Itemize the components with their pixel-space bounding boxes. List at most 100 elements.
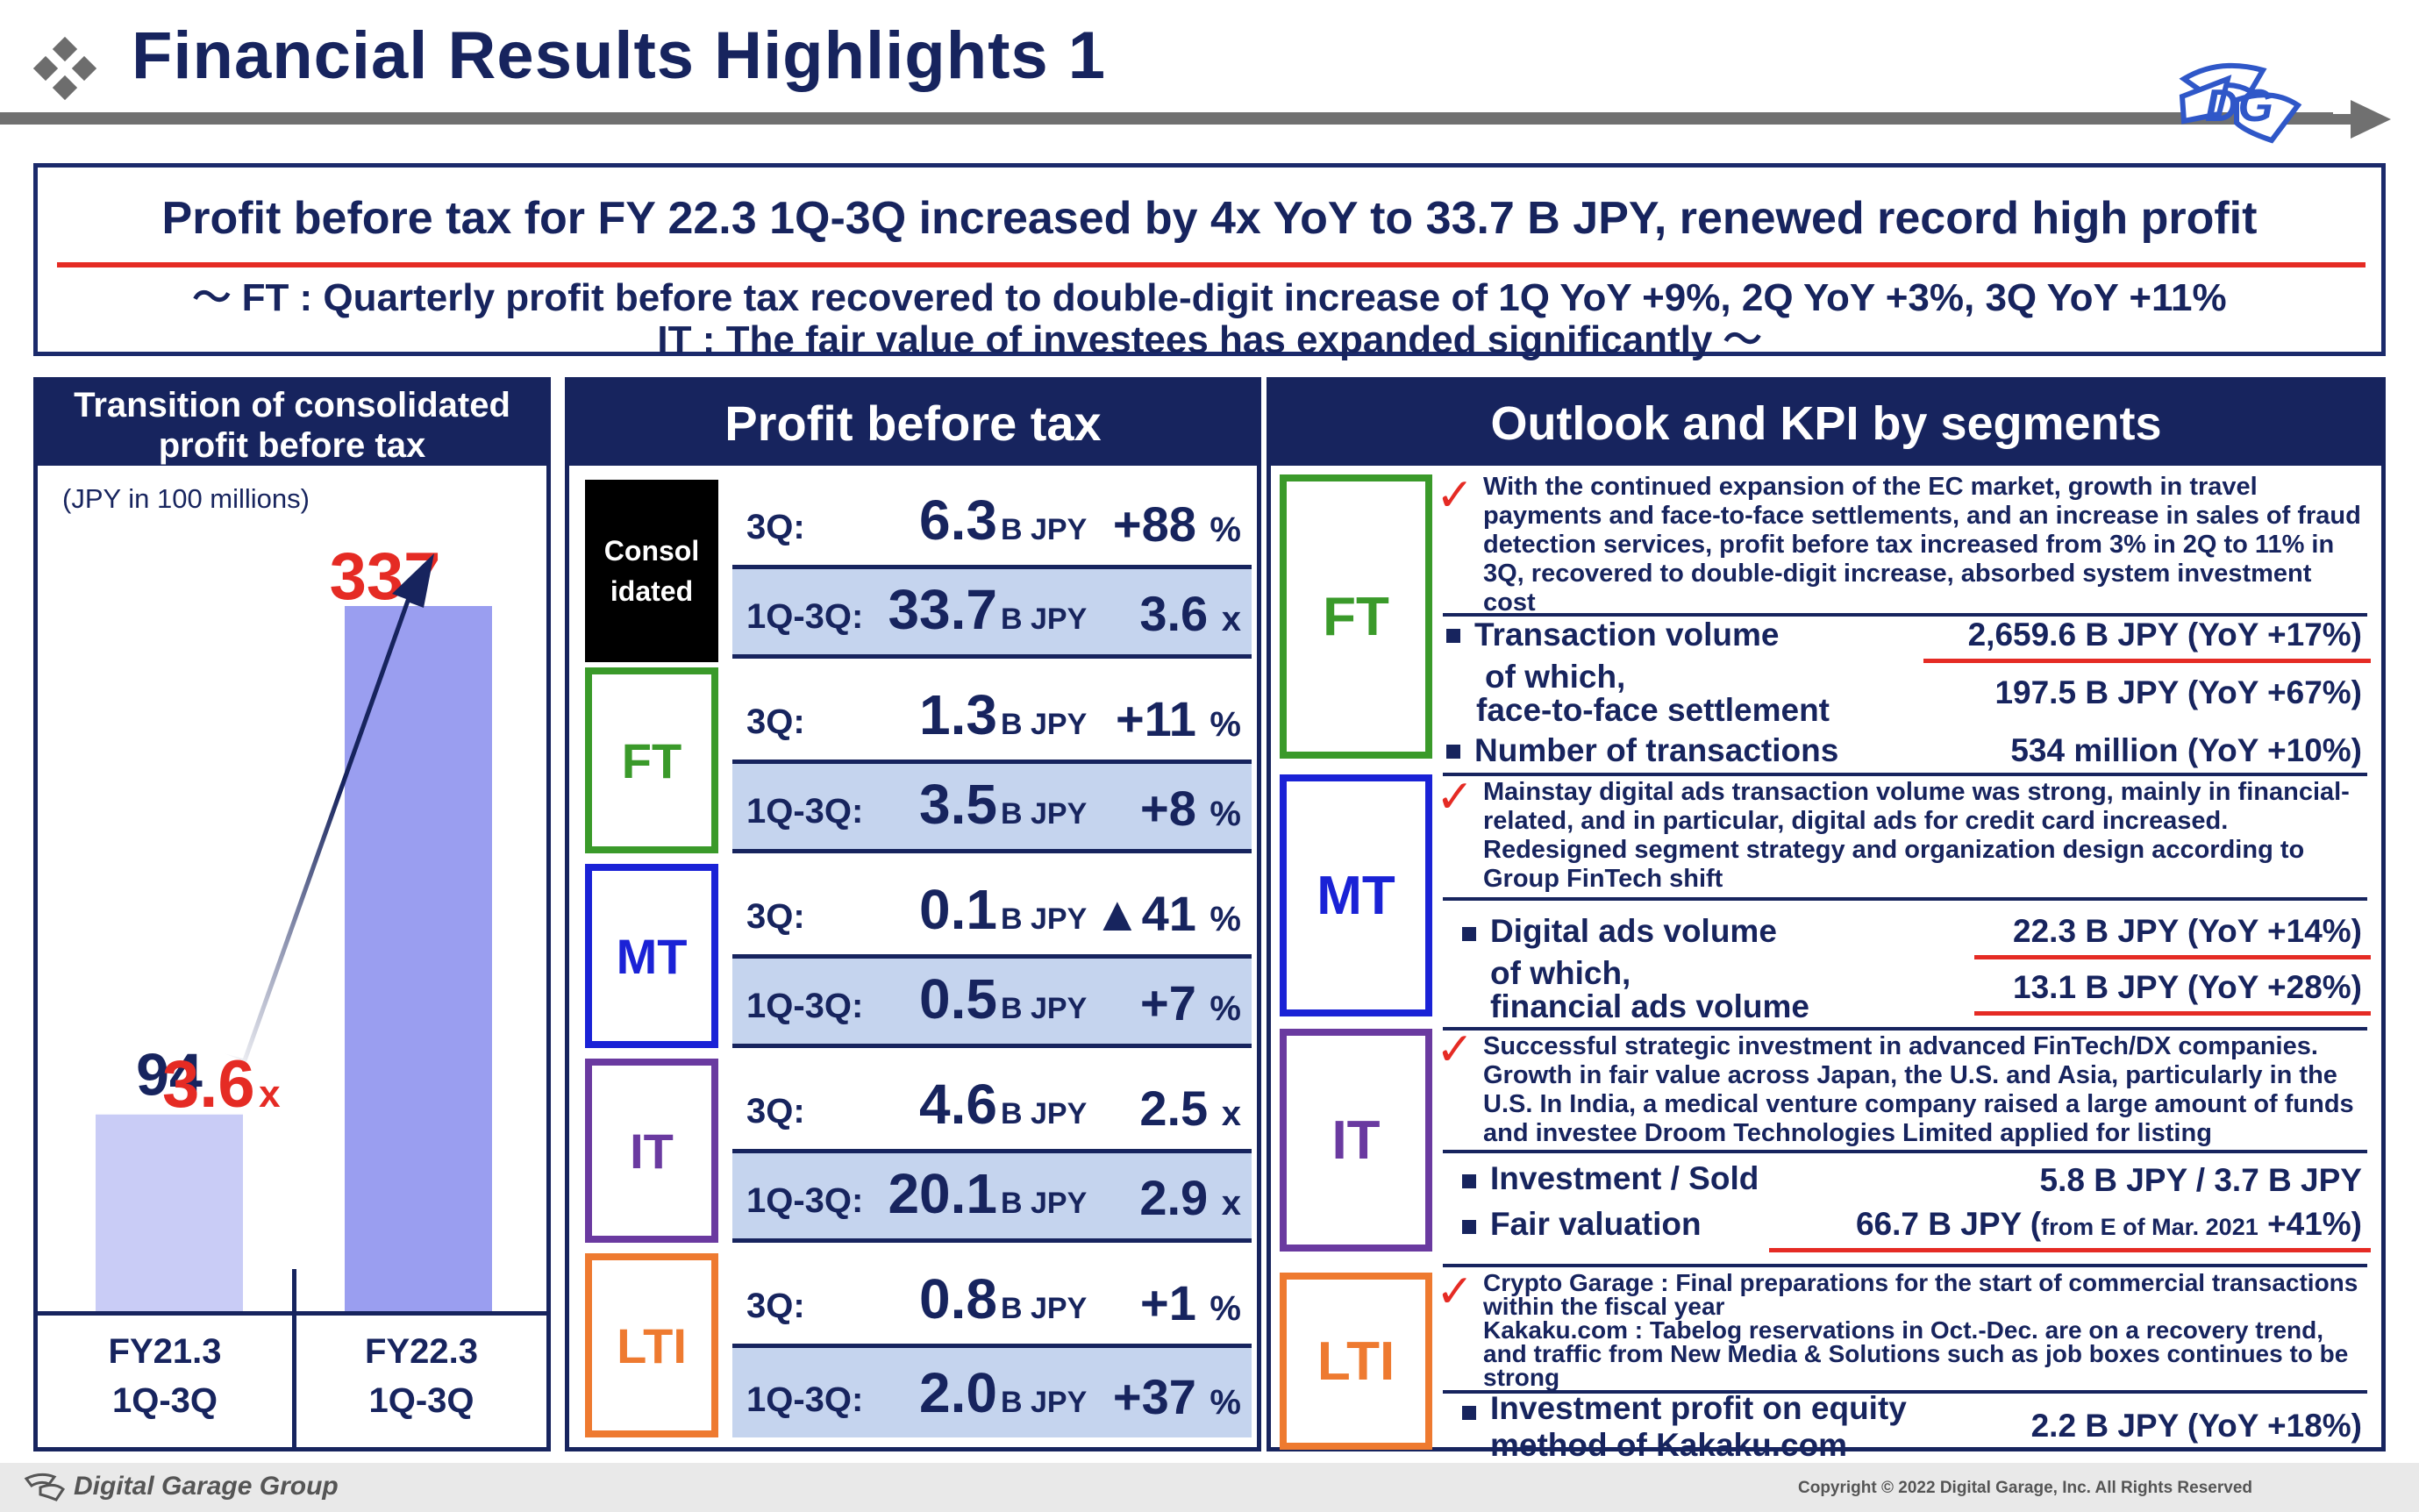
row-label: 3Q: [746, 703, 805, 741]
category-divider [292, 1269, 296, 1451]
row-value: 2.0 [919, 1361, 997, 1424]
row-value: 0.8 [919, 1267, 997, 1330]
row-unit: B JPY [1001, 992, 1088, 1025]
bullet-icon [1462, 1406, 1476, 1420]
ft-desc-divider [1443, 613, 2367, 617]
checkmark-icon: ✓ [1436, 772, 1474, 823]
lti-kpi1-label: Investment profit on equity method of Ka… [1490, 1390, 1907, 1464]
bar-1 [345, 606, 492, 1311]
it-kpi1-value: 5.8 B JPY / 3.7 B JPY [2039, 1162, 2362, 1198]
mt-kpi2-label-line1: of which, [1490, 955, 1631, 991]
row-value: 3.5 [919, 773, 997, 836]
outlook-panel-heading: Outlook and KPI by segments [1271, 382, 2381, 466]
row-change-value: +1 [1140, 1275, 1196, 1330]
dg-logo: DG [2166, 53, 2307, 151]
it-kpi2-value-main: 66.7 B JPY ( [1855, 1206, 2042, 1242]
page-title: Financial Results Highlights 1 [132, 18, 1107, 93]
row-change-unit: % [1210, 1289, 1241, 1328]
bullet-icon [1446, 629, 1460, 643]
row-change: +11 % [1116, 690, 1241, 747]
it-kpi2-value-tail: +41%) [2258, 1206, 2362, 1242]
summary-headline: Profit before tax for FY 22.3 1Q-3Q incr… [161, 193, 2258, 244]
diamond-bullet-icon [32, 36, 97, 101]
growth-unit: x [259, 1073, 281, 1116]
segment-box-mt: MT [585, 864, 718, 1048]
ft-kpi2-label-line1: of which, [1485, 659, 1626, 695]
chart-heading-line1: Transition of consolidated [74, 386, 510, 424]
row-change-unit: % [1210, 900, 1241, 938]
consolidated-3q-row: 3Q: 6.3 B JPY +88 % [732, 480, 1252, 569]
row-change-unit: % [1210, 510, 1241, 549]
it-ytd-row: 1Q-3Q: 20.1 B JPY 2.9 x [732, 1153, 1252, 1243]
ft-kpi1-label: Transaction volume [1474, 617, 1780, 653]
row-change-unit: % [1210, 1383, 1241, 1422]
row-value: 33.7 [888, 578, 997, 641]
profit-panel-heading: Profit before tax [569, 382, 1257, 466]
it-description: Successful strategic investment in advan… [1483, 1032, 2354, 1147]
row-unit: B JPY [1001, 1097, 1088, 1130]
row-change-value: 2.9 [1139, 1170, 1209, 1225]
bullet-icon [1446, 745, 1460, 759]
bar-0 [96, 1114, 243, 1311]
segment-box-ft: FT [585, 667, 718, 853]
lti-desc-divider [1443, 1390, 2367, 1394]
mt-description: Mainstay digital ads transaction volume … [1483, 778, 2350, 893]
row-value: 6.3 [919, 489, 997, 552]
ft-kpi2-value: 197.5 B JPY (YoY +67%) [1994, 674, 2362, 710]
row-change-unit: x [1221, 1184, 1241, 1223]
row-change: 2.9 x [1139, 1169, 1241, 1226]
row-change: +8 % [1140, 780, 1241, 837]
row-label: 1Q-3Q: [746, 597, 864, 636]
row-change-value: +8 [1140, 781, 1196, 836]
row-unit: B JPY [1001, 1292, 1088, 1325]
row-label: 1Q-3Q: [746, 1380, 864, 1419]
row-change-value: +7 [1140, 975, 1196, 1031]
profit-before-tax-panel: Profit before tax Consol idated 3Q: 6.3 … [565, 377, 1261, 1451]
row-unit: B JPY [1001, 902, 1088, 936]
lti-description-crypto: Crypto Garage : Final preparations for t… [1483, 1269, 2358, 1320]
x-tick-fy22-line2: 1Q-3Q [368, 1381, 475, 1420]
row-label: 3Q: [746, 508, 805, 546]
it-kpi2-underline [1769, 1248, 2371, 1252]
x-tick-fy22-line1: FY22.3 [365, 1332, 478, 1371]
it-top-divider [1443, 1027, 2367, 1031]
row-change-value: ▲41 [1093, 886, 1196, 941]
segment-name-consolidated-line1: Consol [603, 535, 700, 567]
summary-line-it: IT : The fair value of investees has exp… [657, 318, 1762, 361]
ft-description: With the continued expansion of the EC m… [1483, 473, 2361, 617]
row-value: 0.1 [919, 878, 997, 941]
chart-panel-heading: Transition of consolidated profit before… [38, 382, 546, 466]
row-change-unit: % [1210, 705, 1241, 744]
bullet-icon [1462, 927, 1476, 941]
footer: Digital Garage Group Copyright © 2022 Di… [0, 1463, 2419, 1512]
ft-kpi1-value: 2,659.6 B JPY (YoY +17%) [1967, 617, 2362, 653]
it-kpi2-label: Fair valuation [1490, 1206, 1702, 1242]
headline-underline [57, 262, 2365, 267]
outlook-segment-mt: MT [1280, 774, 1432, 1016]
ft-kpi1-underline [1923, 659, 2371, 663]
it-kpi2-value-small: from E of Mar. 2021 [2041, 1214, 2258, 1240]
lti-kpi1-label-line2: method of Kakaku.com [1490, 1427, 1848, 1463]
row-change: 3.6 x [1139, 585, 1241, 642]
row-change-unit: x [1221, 1095, 1241, 1133]
growth-annotation: 3.6 x [162, 1046, 281, 1123]
consolidated-ytd-row: 1Q-3Q: 33.7 B JPY 3.6 x [732, 569, 1252, 659]
ft-kpi3-label: Number of transactions [1474, 732, 1839, 768]
lti-description-kakaku: Kakaku.com : Tabelog reservations in Oct… [1483, 1316, 2349, 1391]
row-value: 1.3 [919, 683, 997, 746]
row-unit: B JPY [1001, 1187, 1088, 1220]
x-tick-fy21-line2: 1Q-3Q [111, 1381, 218, 1420]
row-change-value: +37 [1112, 1369, 1196, 1424]
outlook-segment-lti: LTI [1280, 1273, 1432, 1450]
profit-transition-panel: Transition of consolidated profit before… [33, 377, 551, 1451]
row-unit: B JPY [1001, 513, 1088, 546]
row-change-unit: % [1210, 989, 1241, 1028]
row-change: +7 % [1140, 974, 1241, 1031]
row-value: 0.5 [919, 967, 997, 1031]
mt-desc-divider [1443, 897, 2367, 901]
ft-3q-row: 3Q: 1.3 B JPY +11 % [732, 674, 1252, 764]
segment-name-consolidated-line2: idated [610, 575, 694, 607]
row-change-unit: x [1221, 600, 1241, 638]
lti-kpi1-value: 2.2 B JPY (YoY +18%) [2030, 1408, 2362, 1444]
checkmark-icon: ✓ [1436, 1266, 1474, 1317]
